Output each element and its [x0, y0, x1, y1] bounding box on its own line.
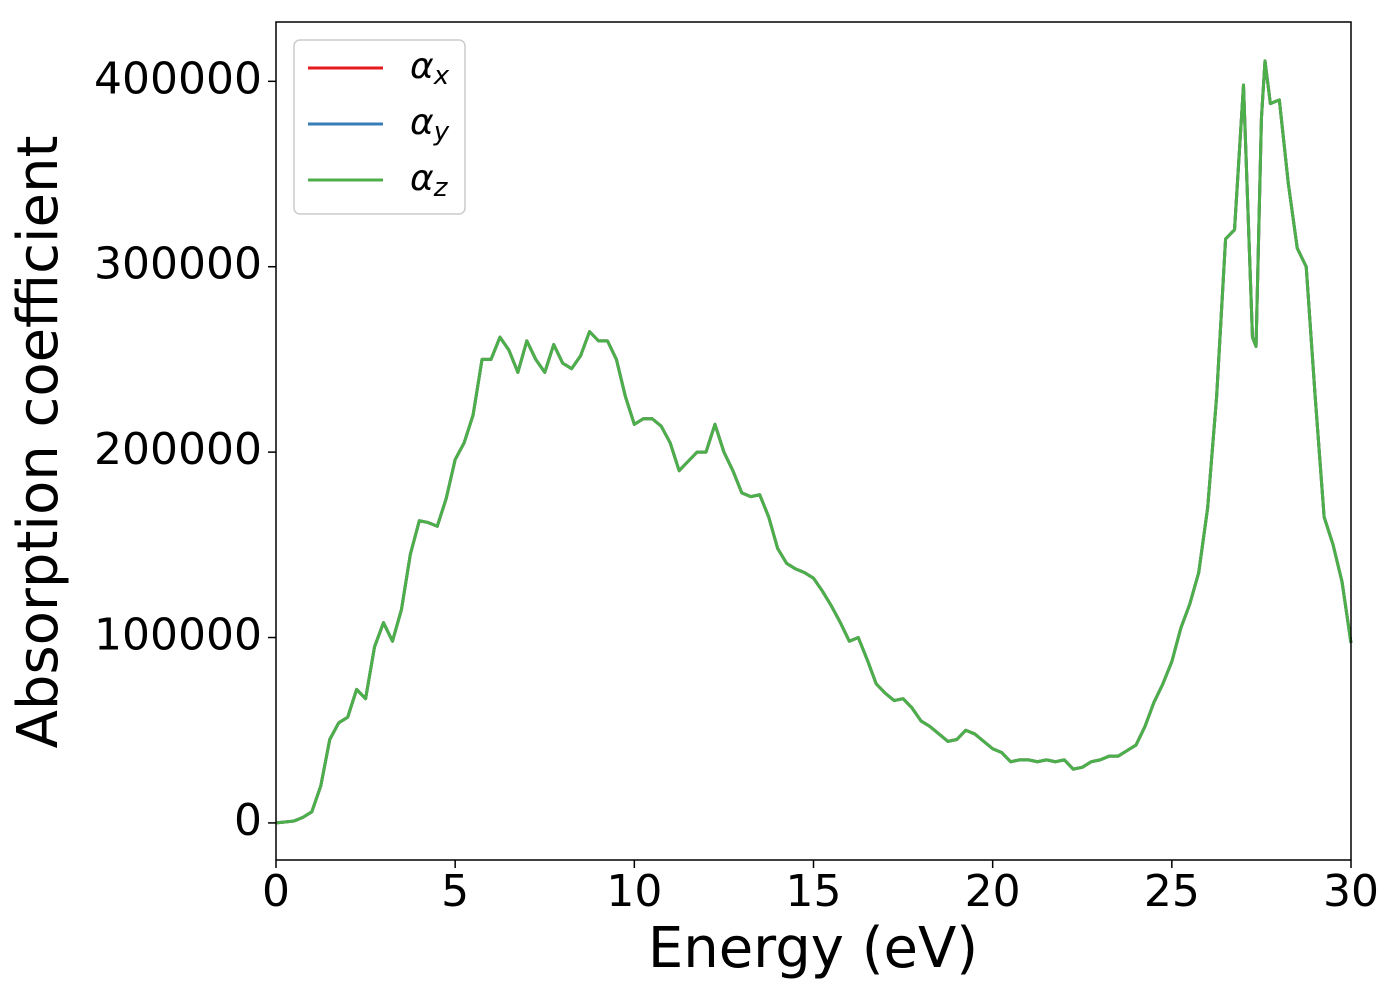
- y-tick-label: 300000: [94, 239, 262, 290]
- y-axis-label: Absorption coefficient: [6, 136, 71, 749]
- legend-box: [293, 39, 466, 215]
- line: [275, 59, 1353, 825]
- x-axis-label: Energy (eV): [648, 916, 978, 981]
- legend-label: αx: [410, 46, 450, 91]
- y-tick-label: 400000: [94, 53, 262, 104]
- x-tick-label: 10: [606, 866, 662, 917]
- x-tick-label: 15: [786, 866, 842, 917]
- legend-label: αz: [410, 158, 449, 203]
- x-tick-label: 5: [441, 866, 469, 917]
- y-tick-label: 200000: [94, 424, 262, 475]
- x-tick-label: 20: [965, 866, 1021, 917]
- x-tick-label: 30: [1323, 866, 1379, 917]
- legend-label: αy: [410, 102, 450, 147]
- y-tick-label: 0: [234, 795, 262, 846]
- plot-frame: [275, 21, 1352, 861]
- y-tick-label: 100000: [94, 610, 262, 661]
- x-tick-label: 25: [1144, 866, 1200, 917]
- x-tick-label: 0: [262, 866, 290, 917]
